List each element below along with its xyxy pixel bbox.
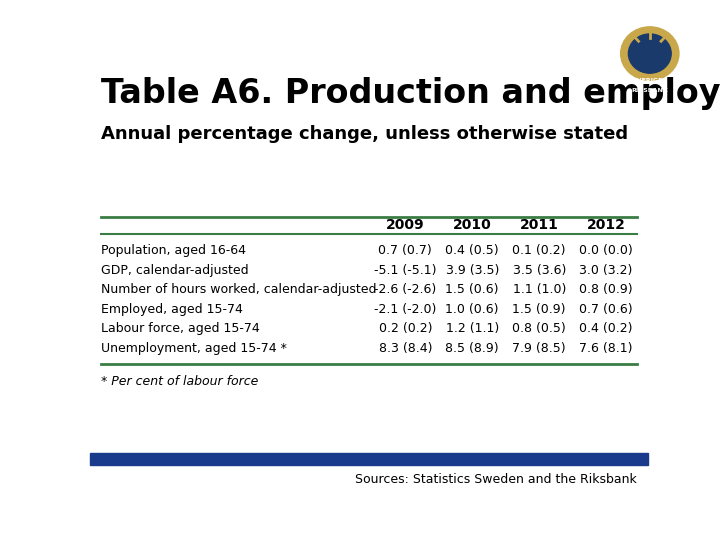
Text: Unemployment, aged 15-74 *: Unemployment, aged 15-74 * — [101, 342, 287, 355]
Text: Labour force, aged 15-74: Labour force, aged 15-74 — [101, 322, 260, 335]
Text: 7.9 (8.5): 7.9 (8.5) — [513, 342, 566, 355]
Text: 8.3 (8.4): 8.3 (8.4) — [379, 342, 432, 355]
Text: -5.1 (-5.1): -5.1 (-5.1) — [374, 264, 436, 276]
Text: 0.4 (0.5): 0.4 (0.5) — [446, 244, 499, 257]
Text: 2010: 2010 — [453, 218, 492, 232]
Text: 2011: 2011 — [520, 218, 559, 232]
Text: 0.8 (0.5): 0.8 (0.5) — [513, 322, 566, 335]
Text: 7.6 (8.1): 7.6 (8.1) — [580, 342, 633, 355]
Text: 1.2 (1.1): 1.2 (1.1) — [446, 322, 499, 335]
Text: * Per cent of labour force: * Per cent of labour force — [101, 375, 258, 388]
Text: 0.2 (0.2): 0.2 (0.2) — [379, 322, 432, 335]
Text: -2.6 (-2.6): -2.6 (-2.6) — [374, 283, 436, 296]
Text: SVERIGES: SVERIGES — [632, 78, 667, 83]
Circle shape — [621, 27, 679, 80]
Circle shape — [629, 34, 671, 73]
Bar — [90, 453, 648, 465]
Text: Population, aged 16-64: Population, aged 16-64 — [101, 244, 246, 257]
Text: 0.1 (0.2): 0.1 (0.2) — [513, 244, 566, 257]
Text: GDP, calendar-adjusted: GDP, calendar-adjusted — [101, 264, 249, 276]
Text: 0.0 (0.0): 0.0 (0.0) — [580, 244, 633, 257]
Text: 1.0 (0.6): 1.0 (0.6) — [446, 303, 499, 316]
Text: 1.1 (1.0): 1.1 (1.0) — [513, 283, 566, 296]
Text: 0.8 (0.9): 0.8 (0.9) — [580, 283, 633, 296]
Text: Table A6. Production and employment: Table A6. Production and employment — [101, 77, 720, 110]
Text: 3.9 (3.5): 3.9 (3.5) — [446, 264, 499, 276]
Text: -2.1 (-2.0): -2.1 (-2.0) — [374, 303, 436, 316]
Text: 2012: 2012 — [587, 218, 626, 232]
Text: 1.5 (0.9): 1.5 (0.9) — [513, 303, 566, 316]
Text: Number of hours worked, calendar-adjusted: Number of hours worked, calendar-adjuste… — [101, 283, 377, 296]
Text: Sources: Statistics Sweden and the Riksbank: Sources: Statistics Sweden and the Riksb… — [355, 473, 637, 486]
Text: Annual percentage change, unless otherwise stated: Annual percentage change, unless otherwi… — [101, 125, 629, 143]
Text: 1.5 (0.6): 1.5 (0.6) — [446, 283, 499, 296]
Text: 0.7 (0.6): 0.7 (0.6) — [580, 303, 633, 316]
Text: 8.5 (8.9): 8.5 (8.9) — [446, 342, 499, 355]
Text: 3.5 (3.6): 3.5 (3.6) — [513, 264, 566, 276]
Text: Employed, aged 15-74: Employed, aged 15-74 — [101, 303, 243, 316]
Text: 3.0 (3.2): 3.0 (3.2) — [580, 264, 633, 276]
Text: 2009: 2009 — [386, 218, 425, 232]
Text: RIKSBANK: RIKSBANK — [631, 89, 668, 93]
Text: 0.4 (0.2): 0.4 (0.2) — [580, 322, 633, 335]
Text: 0.7 (0.7): 0.7 (0.7) — [379, 244, 432, 257]
